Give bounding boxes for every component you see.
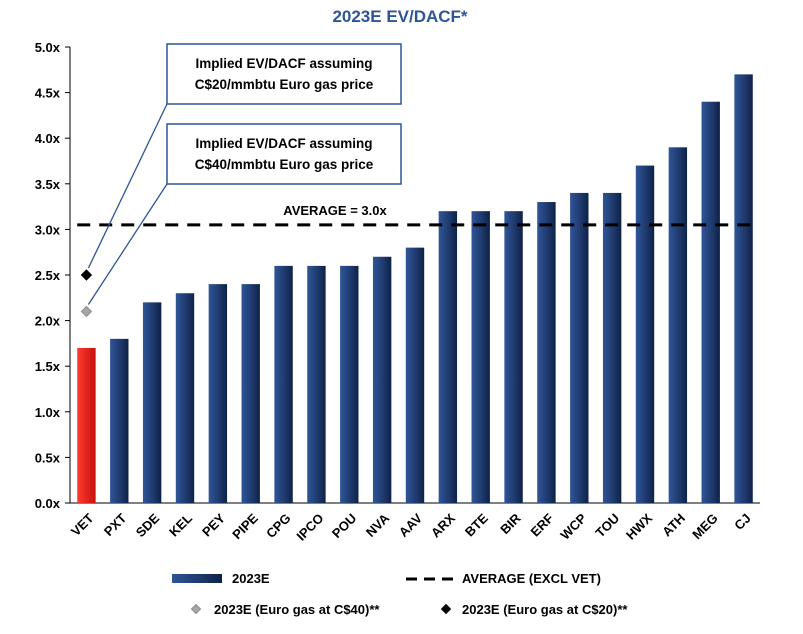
y-tick-label: 0.5x — [35, 450, 61, 465]
x-tick-label: AAV — [396, 510, 426, 540]
y-axis: 0.0x 0.5x 1.0x 1.5x 2.0x 2.5x 3.0x 3.5x 4.0x 4.5x… — [35, 40, 71, 511]
bar-pou — [340, 265, 359, 503]
bar-cj — [734, 74, 753, 504]
annotation-leader — [87, 183, 168, 305]
annotation-text: Implied EV/DACF assuming — [195, 56, 372, 71]
bar-pipe — [241, 284, 260, 503]
x-tick-label: SDE — [133, 510, 163, 540]
x-tick-label: KEL — [166, 510, 195, 539]
annotation-text: Implied EV/DACF assuming — [195, 136, 372, 151]
annotations: Implied EV/DACF assuming C$20/mmbtu Euro … — [87, 43, 402, 305]
x-tick-label: TOU — [592, 511, 622, 541]
bar-cpg — [274, 265, 293, 503]
y-tick-label: 2.0x — [35, 314, 61, 329]
y-tick-label: 4.0x — [35, 131, 61, 146]
bar-bir — [504, 211, 523, 503]
x-tick-label: PXT — [101, 510, 130, 539]
bar-aav — [405, 247, 425, 503]
bar-meg — [701, 101, 720, 503]
x-tick-label: WCP — [557, 510, 589, 542]
bar-wcp — [570, 192, 589, 504]
y-tick-label: 0.0x — [35, 496, 61, 511]
x-tick-label: POU — [329, 511, 360, 542]
average-line-group: AVERAGE = 3.0x — [77, 203, 759, 227]
annotation-box — [166, 43, 402, 105]
bar-pey — [208, 284, 228, 503]
x-tick-label: ARX — [428, 510, 458, 540]
legend: 2023E AVERAGE (EXCL VET) 2023E (Euro gas a… — [172, 571, 628, 617]
x-tick-label: BIR — [497, 510, 524, 537]
x-tick-label: ATH — [659, 511, 688, 540]
bar-bte — [471, 211, 490, 503]
x-tick-label: NVA — [363, 510, 393, 540]
legend-swatch-c40 — [190, 603, 202, 615]
bar-pxt — [110, 338, 129, 503]
bars — [77, 74, 753, 504]
x-tick-label: PIPE — [229, 510, 261, 542]
legend-label: AVERAGE (EXCL VET) — [462, 571, 601, 586]
annotation-leader — [87, 103, 168, 269]
y-tick-label: 3.5x — [35, 177, 61, 192]
markers — [80, 269, 93, 318]
legend-label: 2023E (Euro gas at C$20)** — [462, 602, 628, 617]
y-tick-label: 1.5x — [35, 359, 61, 374]
x-tick-label: IPCO — [293, 511, 326, 544]
bar-kel — [175, 293, 195, 503]
x-axis: VET PXT SDE KEL PEY PIPE CPG IPCO POU NVA AAV ARX BT… — [68, 502, 760, 544]
y-tick-label: 1.0x — [35, 405, 61, 420]
x-tick-label: ERF — [528, 510, 557, 539]
legend-label: 2023E — [232, 571, 270, 586]
bar-erf — [537, 202, 556, 504]
bar-nva — [372, 256, 392, 503]
bar-tou — [602, 192, 622, 504]
chart-title: 2023E EV/DACF* — [332, 7, 467, 26]
bar-ath — [668, 147, 688, 503]
y-tick-label: 2.5x — [35, 268, 61, 283]
x-tick-label: PEY — [199, 510, 228, 539]
y-tick-label: 5.0x — [35, 40, 61, 55]
legend-swatch-bar — [172, 574, 222, 583]
y-tick-label: 4.5x — [35, 86, 61, 101]
annotation-box — [166, 123, 402, 185]
average-label: AVERAGE = 3.0x — [283, 203, 387, 218]
annotation-text: C$40/mmbtu Euro gas price — [195, 157, 374, 172]
x-tick-label: CPG — [263, 511, 294, 542]
bar-ipco — [307, 265, 326, 503]
y-tick-label: 3.0x — [35, 222, 61, 237]
x-tick-label: BTE — [462, 510, 491, 539]
annotation-text: C$20/mmbtu Euro gas price — [195, 77, 374, 92]
bar-vet — [77, 347, 96, 503]
x-tick-label: HWX — [623, 510, 655, 542]
legend-swatch-c20 — [440, 603, 452, 615]
bar-arx — [438, 211, 458, 503]
x-tick-label: VET — [68, 510, 97, 539]
bar-hwx — [635, 165, 655, 503]
legend-label: 2023E (Euro gas at C$40)** — [214, 602, 380, 617]
x-tick-label: MEG — [689, 511, 721, 543]
marker-c20 — [80, 269, 93, 281]
x-tick-label: CJ — [731, 511, 753, 533]
bar-sde — [142, 302, 162, 503]
marker-c40 — [80, 305, 93, 318]
